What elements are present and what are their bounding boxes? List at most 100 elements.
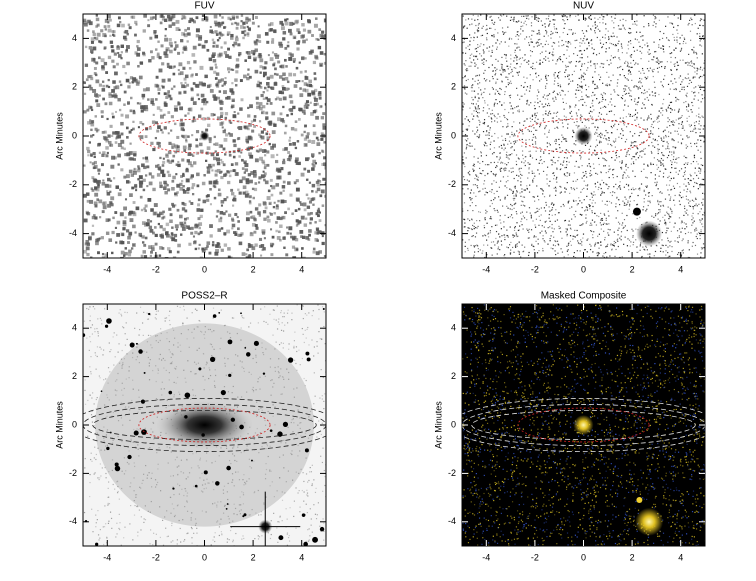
pixel [569, 112, 570, 113]
pixel [537, 46, 538, 47]
pixel [616, 157, 617, 158]
pixel [695, 23, 696, 24]
pixel [584, 199, 585, 200]
pixel [277, 236, 281, 240]
pixel [266, 41, 269, 44]
pixel [699, 44, 700, 45]
pixel [546, 80, 547, 81]
pixel [535, 227, 536, 228]
pixel [694, 68, 695, 69]
pixel [221, 249, 224, 252]
pixel [123, 103, 125, 105]
pixel [572, 34, 573, 35]
pixel [255, 158, 259, 162]
pixel [594, 95, 595, 96]
pixel [191, 227, 194, 230]
pixel [621, 43, 622, 44]
pixel [666, 230, 667, 231]
pixel [579, 167, 580, 168]
pixel [536, 151, 537, 152]
pixel [287, 181, 291, 185]
pixel [279, 98, 282, 101]
pixel [132, 121, 134, 123]
pixel [546, 205, 547, 206]
pixel [578, 109, 579, 110]
pixel [638, 97, 639, 98]
pixel [480, 249, 481, 250]
pixel [677, 42, 678, 43]
pixel [685, 162, 686, 163]
pixel [525, 140, 526, 141]
pixel [493, 199, 494, 200]
pixel [180, 82, 182, 84]
pixel [222, 126, 224, 128]
pixel [247, 147, 250, 150]
pixel [308, 234, 311, 237]
pixel [139, 121, 142, 124]
pixel [196, 34, 199, 37]
pixel [140, 196, 143, 199]
pixel [625, 165, 626, 166]
pixel [691, 125, 692, 126]
pixel [186, 84, 189, 87]
pixel [690, 18, 691, 19]
pixel [469, 173, 470, 174]
pixel [609, 229, 610, 230]
pixel [595, 173, 596, 174]
pixel [695, 198, 696, 199]
pixel [241, 159, 244, 162]
pixel [522, 245, 523, 246]
pixel [554, 175, 555, 176]
pixel [690, 65, 691, 66]
pixel [308, 80, 312, 84]
pixel [625, 100, 626, 101]
pixel [160, 15, 163, 18]
pixel [188, 147, 191, 150]
pixel [667, 213, 668, 214]
pixel [298, 40, 301, 43]
pixel [147, 198, 151, 202]
pixel [549, 130, 550, 131]
pixel [512, 19, 513, 20]
pixel [227, 181, 230, 184]
pixel [522, 25, 523, 26]
pixel [184, 85, 187, 88]
pixel [105, 146, 109, 150]
pixel [497, 47, 498, 48]
pixel [546, 41, 547, 42]
pixel [213, 180, 216, 183]
pixel [280, 112, 283, 115]
pixel [644, 191, 645, 192]
pixel [631, 80, 632, 81]
pixel [166, 93, 169, 96]
pixel [635, 188, 636, 189]
pixel [676, 158, 677, 159]
pixel [672, 120, 673, 121]
pixel [542, 193, 543, 194]
pixel [117, 24, 121, 28]
pixel [492, 255, 493, 256]
pixel [692, 213, 693, 214]
pixel [173, 85, 175, 87]
pixel [530, 85, 531, 86]
pixel [693, 47, 694, 48]
pixel [517, 110, 518, 111]
pixel [285, 125, 287, 127]
pixel [513, 195, 514, 196]
pixel [466, 93, 467, 94]
pixel [179, 215, 183, 219]
pixel [517, 180, 518, 181]
pixel [554, 26, 555, 27]
pixel [658, 167, 659, 168]
pixel [287, 45, 290, 48]
pixel [491, 20, 492, 21]
pixel [177, 251, 180, 254]
pixel [600, 137, 601, 138]
pixel [259, 120, 261, 122]
pixel [545, 98, 546, 99]
pixel [666, 109, 667, 110]
pixel [312, 92, 315, 95]
pixel [273, 206, 275, 208]
pixel [321, 116, 324, 119]
pixel [202, 15, 204, 17]
